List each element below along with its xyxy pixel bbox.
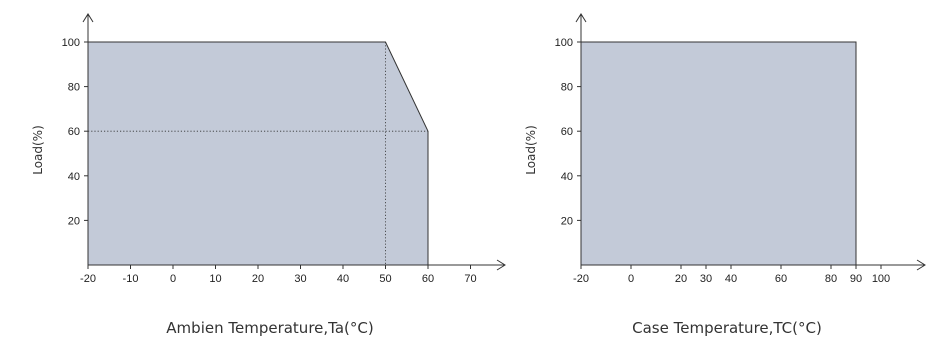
x-tick-label: 100 [872,273,890,285]
x-tick-label: 40 [725,273,737,285]
x-tick-label: 30 [294,273,306,285]
x-tick-label: 90 [850,273,862,285]
x-tick-label: 0 [170,273,176,285]
derating-area [87,41,429,266]
x-tick-label: 0 [628,273,634,285]
x-tick-label: 60 [422,273,434,285]
x-tick-label: 20 [675,273,687,285]
x-tick-label: 80 [825,273,837,285]
x-tick-label: 20 [252,273,264,285]
x-tick-label: 10 [209,273,221,285]
y-tick-label: 80 [561,82,573,94]
ambient-temperature-chart: -20 -10 0 10 20 30 40 50 60 70 20 40 60 80 100 Load(%) A… [31,13,506,337]
y-tick-label: 40 [561,171,573,183]
x-axis-label: Ambien Temperature,Ta(°C) [166,319,373,337]
y-tick-label: 20 [561,215,573,227]
x-axis-label: Case Temperature,TC(°C) [632,319,822,337]
x-tick-label: -20 [80,273,96,285]
x-tick-label: 40 [337,273,349,285]
y-tick-label: 100 [62,37,80,49]
y-axis-arrow [82,13,94,23]
x-tick-label: -20 [573,273,589,285]
x-tick-label: 60 [775,273,787,285]
y-tick-label: 60 [68,126,80,138]
x-tick-label: -10 [123,273,139,285]
case-temperature-chart: -20 0 20 30 40 60 80 90 100 20 40 60 80 100 Load(%) Cas… [524,13,926,337]
x-tick-label: 30 [700,273,712,285]
y-tick-label: 40 [68,171,80,183]
derating-area [580,41,857,266]
x-tick-label: 70 [464,273,476,285]
x-axis-arrow [916,259,926,271]
y-tick-label: 100 [555,37,573,49]
x-tick-label: 50 [379,273,391,285]
y-axis-arrow [575,13,587,23]
y-tick-label: 20 [68,215,80,227]
y-tick-label: 60 [561,126,573,138]
y-tick-label: 80 [68,82,80,94]
x-axis-arrow [496,259,506,271]
y-axis-label: Load(%) [524,125,538,175]
y-axis-label: Load(%) [31,125,45,175]
